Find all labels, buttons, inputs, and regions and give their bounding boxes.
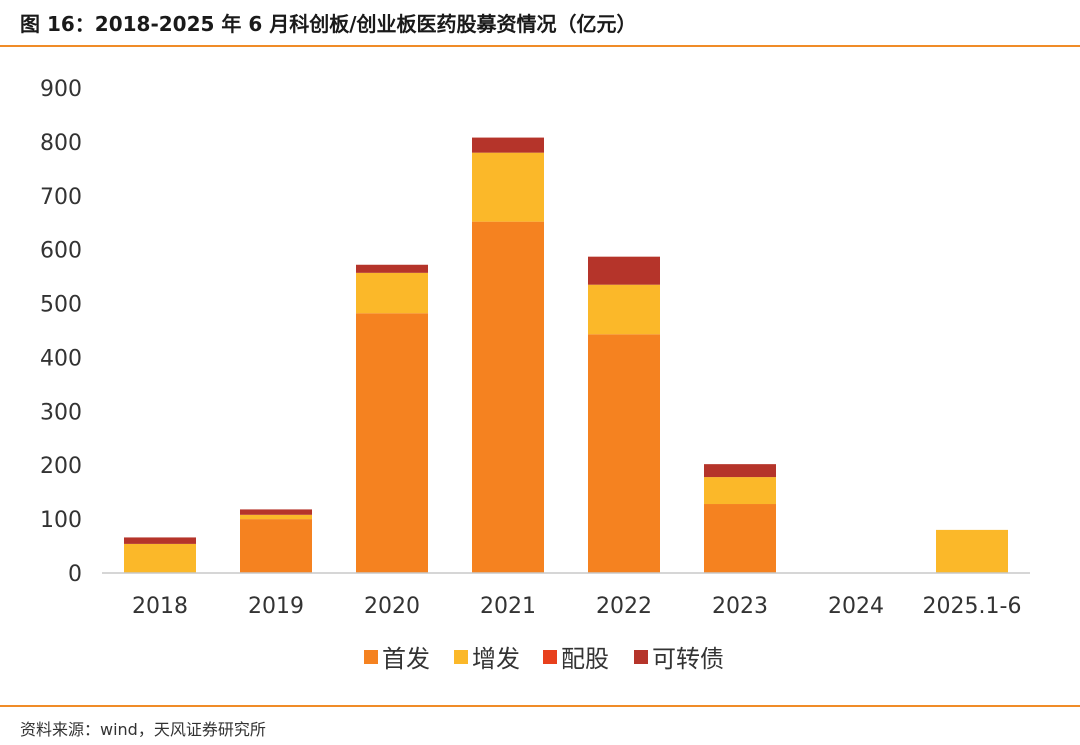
bar-segment <box>588 334 660 573</box>
footer-divider <box>0 705 1080 707</box>
legend-label: 首发 <box>382 645 430 673</box>
x-tick-label: 2018 <box>132 594 188 619</box>
x-tick-label: 2025.1-6 <box>923 594 1022 619</box>
bar-segment <box>936 529 1008 573</box>
legend-label: 可转债 <box>652 645 724 673</box>
bar-segment <box>240 509 312 515</box>
x-axis: 2018 2019 2020 2021 2022 2023 2024 2025.1-6 <box>102 572 1030 619</box>
legend-swatch <box>454 650 468 664</box>
y-tick-label: 300 <box>40 400 82 425</box>
bar-segment <box>124 543 196 573</box>
y-tick-label: 0 <box>68 562 82 587</box>
bar-segment <box>472 152 544 222</box>
bar-segment <box>124 537 196 544</box>
bar-segment <box>472 137 544 153</box>
chart-title: 图 16：2018-2025 年 6 月科创板/创业板医药股募资情况（亿元） <box>20 12 637 36</box>
bar-segment <box>588 256 660 285</box>
y-tick-label: 900 <box>40 77 82 102</box>
y-tick-label: 600 <box>40 239 82 264</box>
bar-segment <box>704 504 776 573</box>
y-axis: 0 100 200 300 400 500 600 700 800 900 <box>40 77 82 587</box>
stacked-bar-chart: 0 100 200 300 400 500 600 700 800 900 2018 2019 202… <box>40 77 1030 673</box>
x-tick-label: 2024 <box>828 594 884 619</box>
y-tick-label: 100 <box>40 508 82 533</box>
x-tick-label: 2021 <box>480 594 536 619</box>
bar-segment <box>704 464 776 478</box>
legend-swatch <box>364 650 378 664</box>
bar-segment <box>356 264 428 273</box>
x-tick-label: 2019 <box>248 594 304 619</box>
bar-segment <box>356 313 428 573</box>
y-tick-label: 700 <box>40 185 82 210</box>
legend-label: 配股 <box>561 645 609 673</box>
x-tick-label: 2020 <box>364 594 420 619</box>
legend: 首发 增发 配股 可转债 <box>364 645 724 673</box>
bars <box>124 137 1008 573</box>
bar-segment <box>240 519 312 573</box>
legend-swatch <box>543 650 557 664</box>
bar-segment <box>472 221 544 573</box>
bar-segment <box>240 514 312 520</box>
bar-segment <box>356 272 428 314</box>
y-tick-label: 200 <box>40 454 82 479</box>
legend-label: 增发 <box>472 645 520 673</box>
legend-swatch <box>634 650 648 664</box>
y-tick-label: 500 <box>40 293 82 318</box>
x-tick-label: 2022 <box>596 594 652 619</box>
source-note: 资料来源：wind，天风证券研究所 <box>20 720 266 739</box>
title-divider <box>0 45 1080 47</box>
x-tick-label: 2023 <box>712 594 768 619</box>
y-tick-label: 800 <box>40 131 82 156</box>
bar-segment <box>704 477 776 505</box>
y-tick-label: 400 <box>40 346 82 371</box>
bar-segment <box>588 284 660 335</box>
